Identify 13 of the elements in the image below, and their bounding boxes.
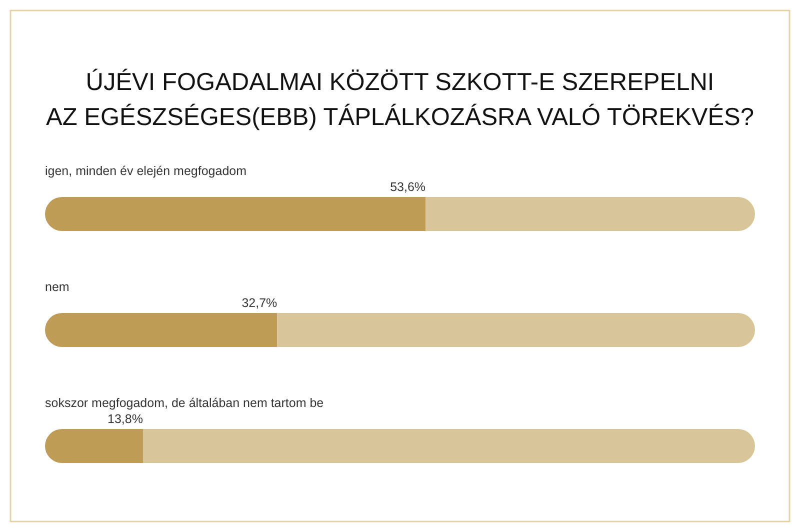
bar (45, 313, 278, 347)
data-label: 53,6% (390, 180, 426, 194)
chart-title: ÚJÉVI FOGADALMAI KÖZÖTT SZKOTT-E SZEREPELNI AZ EGÉSZSÉGES(EBB) TÁPLÁLKOZÁSRA VALÓ TÖREKVÉS? (46, 68, 754, 131)
bar (45, 429, 143, 463)
bar (277, 313, 755, 347)
y-tick-label: nem (45, 280, 70, 294)
bar (45, 197, 426, 231)
bar (426, 197, 755, 231)
bar (142, 429, 755, 463)
data-label: 32,7% (242, 296, 278, 310)
y-tick-label: igen, minden év elején megfogadom (45, 164, 247, 178)
y-tick-label: sokszor megfogadom, de általában nem tartom be (45, 396, 324, 410)
data-label: 13,8% (108, 412, 143, 426)
